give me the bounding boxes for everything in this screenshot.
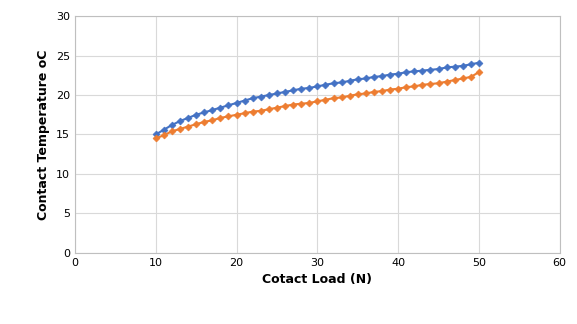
Experimental Contact Temperature (oC) — [346, 94, 353, 98]
Experimental Contact Temperature (oC) — [193, 122, 200, 126]
Experimental Contact Temperature (oC) — [177, 127, 183, 131]
Experimental Contact Temperature (oC) — [217, 116, 224, 120]
Numerical Contact Temperature (oC) — [306, 86, 313, 90]
Experimental Contact Temperature (oC) — [249, 110, 256, 113]
Numerical Contact Temperature (oC) — [330, 81, 337, 85]
Numerical Contact Temperature (oC) — [241, 98, 248, 102]
Numerical Contact Temperature (oC) — [193, 113, 200, 117]
Line: Experimental Contact Temperature (oC): Experimental Contact Temperature (oC) — [153, 70, 481, 141]
Experimental Contact Temperature (oC) — [168, 129, 175, 133]
Experimental Contact Temperature (oC) — [257, 109, 264, 113]
Experimental Contact Temperature (oC) — [379, 89, 385, 93]
Numerical Contact Temperature (oC) — [209, 108, 216, 112]
Numerical Contact Temperature (oC) — [435, 67, 442, 71]
Numerical Contact Temperature (oC) — [395, 72, 402, 76]
Experimental Contact Temperature (oC) — [419, 83, 426, 87]
Experimental Contact Temperature (oC) — [314, 99, 321, 103]
Experimental Contact Temperature (oC) — [233, 113, 240, 117]
Experimental Contact Temperature (oC) — [459, 76, 466, 80]
Numerical Contact Temperature (oC) — [379, 74, 385, 78]
Experimental Contact Temperature (oC) — [201, 120, 208, 124]
Experimental Contact Temperature (oC) — [290, 103, 297, 107]
Experimental Contact Temperature (oC) — [370, 90, 377, 94]
Experimental Contact Temperature (oC) — [387, 87, 394, 91]
Experimental Contact Temperature (oC) — [427, 82, 434, 86]
Experimental Contact Temperature (oC) — [225, 114, 232, 118]
Experimental Contact Temperature (oC) — [241, 111, 248, 115]
Numerical Contact Temperature (oC) — [168, 123, 175, 127]
Experimental Contact Temperature (oC) — [467, 75, 474, 79]
Numerical Contact Temperature (oC) — [322, 83, 329, 87]
Numerical Contact Temperature (oC) — [257, 95, 264, 98]
Experimental Contact Temperature (oC) — [338, 96, 345, 99]
Numerical Contact Temperature (oC) — [160, 128, 167, 132]
Numerical Contact Temperature (oC) — [177, 119, 183, 123]
Experimental Contact Temperature (oC) — [330, 96, 337, 100]
Numerical Contact Temperature (oC) — [265, 93, 272, 97]
Numerical Contact Temperature (oC) — [427, 68, 434, 72]
Numerical Contact Temperature (oC) — [346, 79, 353, 83]
Experimental Contact Temperature (oC) — [282, 104, 288, 108]
Numerical Contact Temperature (oC) — [443, 65, 450, 69]
Experimental Contact Temperature (oC) — [451, 78, 458, 82]
Numerical Contact Temperature (oC) — [419, 69, 426, 73]
Numerical Contact Temperature (oC) — [152, 133, 159, 136]
Numerical Contact Temperature (oC) — [217, 106, 224, 110]
Experimental Contact Temperature (oC) — [322, 98, 329, 102]
Numerical Contact Temperature (oC) — [362, 76, 369, 80]
Numerical Contact Temperature (oC) — [411, 69, 418, 73]
Numerical Contact Temperature (oC) — [249, 96, 256, 100]
Line: Numerical Contact Temperature (oC): Numerical Contact Temperature (oC) — [153, 60, 481, 137]
Y-axis label: Contact Temperature oC: Contact Temperature oC — [38, 49, 50, 220]
Experimental Contact Temperature (oC) — [306, 101, 313, 105]
Experimental Contact Temperature (oC) — [152, 136, 159, 140]
Numerical Contact Temperature (oC) — [467, 62, 474, 66]
Numerical Contact Temperature (oC) — [273, 91, 280, 95]
Experimental Contact Temperature (oC) — [265, 107, 272, 111]
Numerical Contact Temperature (oC) — [282, 90, 288, 94]
Numerical Contact Temperature (oC) — [201, 110, 208, 114]
Numerical Contact Temperature (oC) — [475, 61, 482, 65]
Numerical Contact Temperature (oC) — [354, 77, 361, 81]
Numerical Contact Temperature (oC) — [298, 87, 305, 91]
Experimental Contact Temperature (oC) — [298, 102, 305, 106]
Numerical Contact Temperature (oC) — [338, 80, 345, 84]
Experimental Contact Temperature (oC) — [354, 92, 361, 96]
Numerical Contact Temperature (oC) — [225, 103, 232, 107]
Numerical Contact Temperature (oC) — [233, 101, 240, 105]
X-axis label: Cotact Load (N): Cotact Load (N) — [263, 273, 372, 286]
Experimental Contact Temperature (oC) — [403, 85, 410, 89]
Experimental Contact Temperature (oC) — [160, 133, 167, 137]
Experimental Contact Temperature (oC) — [273, 106, 280, 110]
Experimental Contact Temperature (oC) — [411, 85, 418, 88]
Experimental Contact Temperature (oC) — [395, 87, 402, 91]
Experimental Contact Temperature (oC) — [209, 118, 216, 122]
Numerical Contact Temperature (oC) — [387, 73, 394, 76]
Numerical Contact Temperature (oC) — [314, 85, 321, 88]
Experimental Contact Temperature (oC) — [362, 91, 369, 95]
Experimental Contact Temperature (oC) — [443, 80, 450, 84]
Numerical Contact Temperature (oC) — [290, 88, 297, 92]
Experimental Contact Temperature (oC) — [475, 70, 482, 74]
Numerical Contact Temperature (oC) — [403, 70, 410, 74]
Experimental Contact Temperature (oC) — [185, 125, 192, 129]
Numerical Contact Temperature (oC) — [185, 116, 192, 120]
Experimental Contact Temperature (oC) — [435, 81, 442, 85]
Numerical Contact Temperature (oC) — [370, 75, 377, 79]
Numerical Contact Temperature (oC) — [459, 64, 466, 68]
Numerical Contact Temperature (oC) — [451, 65, 458, 69]
